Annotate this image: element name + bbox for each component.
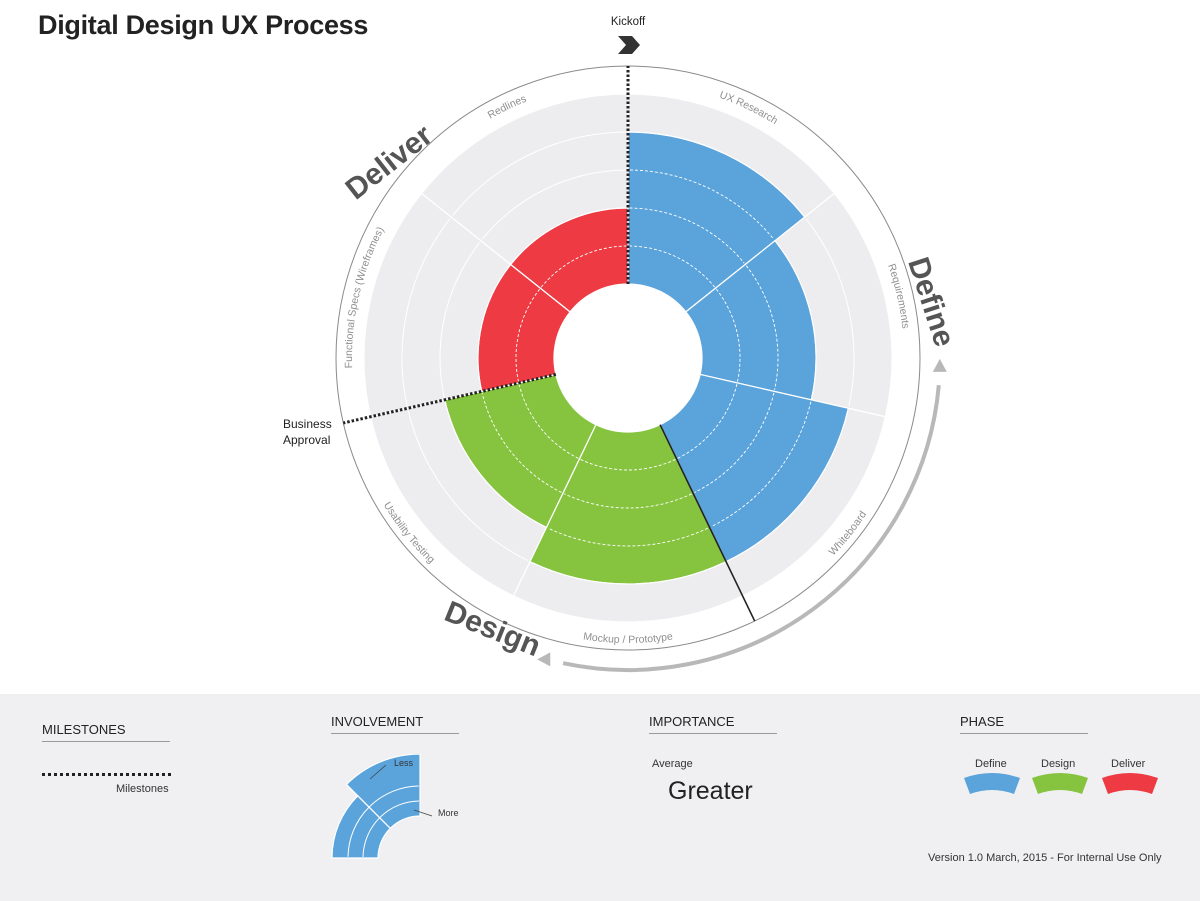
involvement-ring — [540, 245, 627, 288]
legend-involvement-heading: INVOLVEMENT — [331, 714, 424, 729]
track-ring — [407, 410, 529, 562]
involvement-ring — [629, 245, 716, 288]
track-ring — [511, 207, 627, 264]
footer-version: Version 1.0 March, 2015 - For Internal U… — [928, 852, 1162, 864]
track-ring — [775, 242, 817, 399]
arrow-head-icon — [932, 358, 947, 372]
phase-boundary-line — [659, 424, 756, 622]
legend-panel: MILESTONES Milestones INVOLVEMENT Less M… — [0, 694, 1200, 901]
involvement-ring — [564, 493, 692, 509]
legend-milestones-heading: MILESTONES — [42, 722, 126, 737]
legend-involvement-less: Less — [394, 758, 414, 768]
track-ring — [727, 410, 849, 562]
track-ring — [477, 265, 511, 390]
legend-involvement-more: More — [438, 808, 459, 818]
track-ring — [444, 401, 545, 527]
legend-phase-design: Design — [1041, 758, 1076, 770]
ux-process-wheel: UX ResearchRequirementsWhiteboardMockup … — [283, 16, 961, 672]
involvement-ring — [347, 785, 419, 857]
phase-swatches — [964, 773, 1158, 794]
legend-importance-average: Average — [652, 758, 693, 770]
activity-label: Mockup / Prototype — [582, 630, 673, 646]
involvement-ring — [518, 383, 579, 459]
kickoff-chevron-icon — [618, 36, 640, 54]
page-title: Digital Design UX Process — [38, 10, 369, 40]
involvement-ring — [629, 169, 775, 240]
involvement-ring — [481, 392, 562, 493]
process-arrow — [562, 385, 941, 672]
track-ring — [630, 131, 804, 216]
legend-phase-deliver: Deliver — [1111, 758, 1146, 770]
phase-swatch — [1102, 773, 1158, 794]
track-ring — [401, 218, 451, 407]
legend-phase-heading: PHASE — [960, 714, 1005, 729]
center-hole — [554, 284, 702, 432]
track-ring — [452, 131, 626, 216]
involvement-ring — [694, 392, 775, 493]
legend-phase-define: Define — [975, 758, 1007, 770]
involvement-sample — [331, 754, 433, 859]
business-approval-milestone-line — [342, 373, 557, 425]
involvement-ring — [515, 288, 541, 382]
milestone-line-sample — [42, 773, 171, 776]
legend-divider — [331, 733, 459, 734]
involvement-ring — [677, 383, 738, 459]
legend-divider — [649, 733, 777, 734]
involvement-ring — [548, 527, 708, 547]
less-leader-line — [369, 764, 387, 780]
wheel-group: UX ResearchRequirementsWhiteboardMockup … — [283, 16, 961, 672]
kickoff-label: Kickoff — [611, 16, 646, 28]
legend-divider — [960, 733, 1088, 734]
involvement-ring — [629, 207, 745, 264]
involvement-ring — [711, 401, 812, 527]
more-leader-line — [413, 809, 433, 817]
arrow-head-icon — [537, 652, 551, 667]
involvement-ring — [745, 265, 779, 390]
phase-swatch — [1032, 773, 1088, 794]
involvement-ring — [715, 288, 741, 382]
legend-milestones-label: Milestones — [116, 783, 169, 795]
phase-label-design: Design — [440, 595, 545, 663]
phase-label-define: Define — [901, 253, 961, 350]
outer-ring — [335, 65, 921, 651]
legend-importance-greater: Greater — [668, 777, 753, 805]
involvement-ring — [580, 459, 676, 471]
track-ring — [481, 169, 627, 240]
phase-swatch-group — [964, 773, 1158, 794]
legend-importance-heading: IMPORTANCE — [649, 714, 735, 729]
business-approval-label: Business Approval — [283, 417, 332, 447]
phase-swatch — [964, 773, 1020, 794]
track-ring — [805, 218, 855, 407]
track-ring — [531, 562, 725, 585]
legend-divider — [42, 741, 170, 742]
track-ring — [439, 242, 481, 399]
involvement-ring — [362, 800, 420, 858]
involvement-sample-arcs — [331, 754, 421, 859]
involvement-more-wedge — [345, 754, 421, 830]
